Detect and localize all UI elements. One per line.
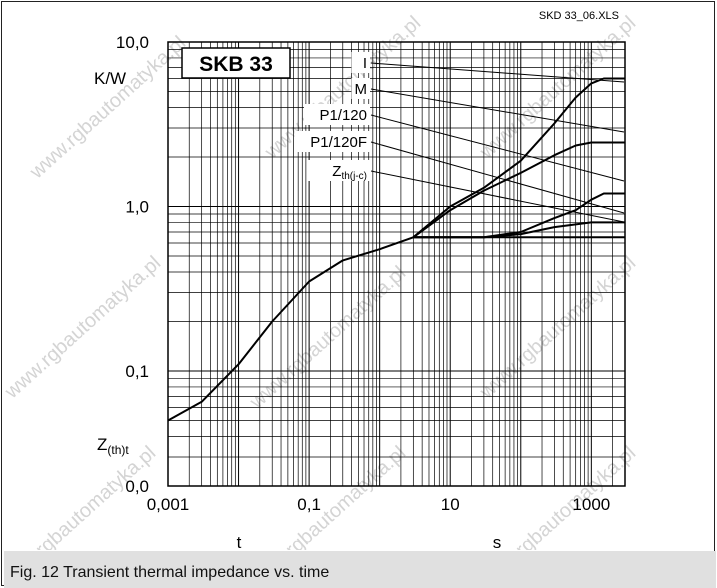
y-tick-label: 0,0 bbox=[125, 477, 149, 496]
series-line-4 bbox=[413, 221, 625, 239]
x-tick-label: 10 bbox=[441, 495, 460, 514]
legend-label-bg bbox=[294, 131, 370, 152]
watermark-layer: www.rgbautomatyka.pl www.rgbautomatyka.pl… bbox=[2, 12, 640, 550]
legend-label: P1/120 bbox=[319, 107, 367, 124]
tick-labels: 0,001 0,1 10 1000 10,0 1,0 0,1 0,0 bbox=[116, 33, 610, 514]
legend-label: M bbox=[355, 81, 368, 98]
x-tick-label: 1000 bbox=[572, 495, 610, 514]
x-axis-unit: s bbox=[493, 533, 502, 550]
legend-leader-line bbox=[370, 88, 625, 133]
legend-leader-line bbox=[370, 170, 625, 223]
legend-label-bg bbox=[308, 160, 370, 181]
series-line-2 bbox=[412, 141, 625, 239]
legend-label: I bbox=[363, 55, 367, 72]
legend-leader-line bbox=[370, 62, 625, 83]
watermark-text: www.rgbautomatyka.pl bbox=[245, 442, 410, 550]
y-tick-label: 1,0 bbox=[125, 198, 149, 217]
y-tick-label: 10,0 bbox=[116, 33, 149, 52]
y-axis-label: Z(th)t bbox=[97, 435, 129, 457]
watermark-text: www.rgbautomatyka.pl bbox=[25, 32, 190, 184]
legend-leader-line bbox=[370, 141, 625, 214]
watermark-text: www.rgbautomatyka.pl bbox=[245, 262, 410, 414]
legend: IM P1/120 P1/120F Zth(j-c) bbox=[294, 52, 370, 182]
legend-label-bg bbox=[304, 104, 370, 125]
x-axis-label: t bbox=[237, 533, 242, 550]
legend-leaders bbox=[370, 62, 625, 223]
legend-label: P1/120F bbox=[310, 134, 367, 151]
x-tick-label: 0,001 bbox=[147, 495, 190, 514]
legend-leader-line bbox=[370, 114, 625, 182]
caption-bar: Fig. 12 Transient thermal impedance vs. … bbox=[4, 551, 716, 588]
series-line-1 bbox=[167, 77, 625, 422]
file-label: SKD 33_06.XLS bbox=[539, 10, 619, 22]
y-tick-label: 0,1 bbox=[125, 362, 149, 381]
legend-label-bg bbox=[351, 52, 370, 73]
legend-label: Zth(j-c) bbox=[332, 163, 367, 182]
grid bbox=[167, 41, 626, 487]
legend-label-bg bbox=[351, 78, 370, 99]
y-axis-unit: K/W bbox=[94, 69, 126, 88]
watermark-text: www.rgbautomatyka.pl bbox=[2, 442, 160, 550]
plot-border bbox=[167, 41, 626, 487]
series-layer bbox=[167, 77, 625, 422]
chart-title-box bbox=[181, 47, 291, 79]
chart-title: SKB 33 bbox=[199, 53, 273, 76]
figure-caption: Fig. 12 Transient thermal impedance vs. … bbox=[10, 564, 330, 581]
x-tick-label: 0,1 bbox=[297, 495, 321, 514]
chart: www.rgbautomatyka.pl www.rgbautomatyka.pl… bbox=[2, 10, 640, 550]
